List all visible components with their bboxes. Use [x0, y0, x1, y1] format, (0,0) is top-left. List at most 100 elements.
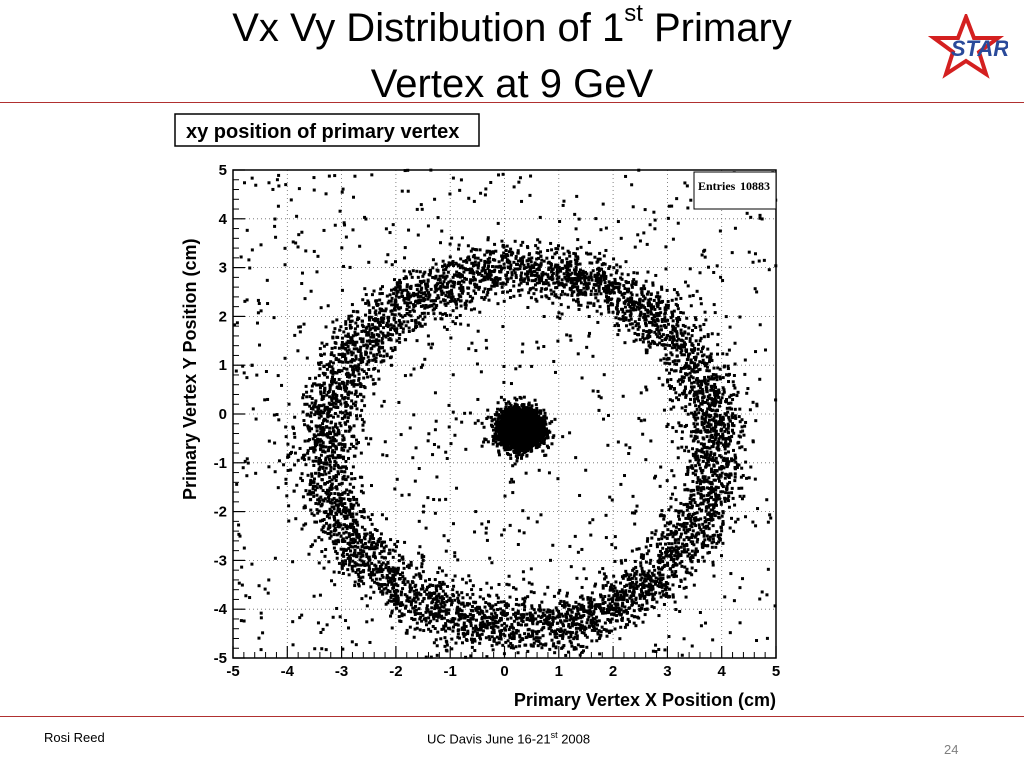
beam-spot-point — [521, 452, 525, 456]
beam-spot-point — [523, 450, 527, 454]
beam-spot-point — [508, 447, 512, 451]
star-logo-text: STAR — [951, 36, 1008, 61]
beam-spot-point — [535, 409, 539, 413]
beam-spot-point — [504, 436, 508, 440]
beam-spot-point — [493, 417, 497, 421]
ring-point — [626, 273, 630, 277]
beam-spot-point — [505, 433, 509, 437]
beam-spot-point — [514, 406, 518, 410]
beam-spot-point — [508, 402, 512, 406]
beam-spot-point — [503, 417, 507, 421]
ring-point — [354, 414, 358, 418]
beam-spot-point — [515, 398, 519, 402]
beam-spot-point — [523, 443, 527, 447]
title-rule — [0, 102, 1024, 103]
star-logo: STAR — [928, 14, 1008, 79]
ring-point — [632, 271, 636, 275]
beam-spot-point — [494, 440, 498, 444]
beam-spot-point — [495, 420, 499, 424]
beam-spot-point — [496, 434, 500, 438]
ring-point — [292, 432, 296, 436]
beam-spot-point — [539, 424, 543, 428]
beam-spot-point — [495, 411, 499, 415]
beam-spot-point — [546, 430, 550, 434]
beam-spot-point — [520, 456, 524, 460]
beam-spot-point — [509, 409, 513, 413]
beam-spot-point — [550, 420, 554, 424]
beam-spot-point — [505, 411, 509, 415]
beam-spot-point — [500, 410, 504, 414]
beam-spot-point — [539, 419, 543, 423]
beam-spot-point — [535, 436, 539, 440]
beam-spot-point — [506, 442, 510, 446]
star-shape — [928, 14, 1005, 79]
beam-spot-point — [508, 412, 512, 416]
ring-point — [627, 328, 631, 332]
ring-point — [309, 411, 313, 415]
beam-spot-point — [513, 402, 517, 406]
beam-spot-point — [512, 421, 516, 425]
beam-spot-point — [527, 402, 531, 406]
ring-point — [508, 289, 512, 293]
beam-spot-point — [543, 411, 547, 415]
beam-spot-point — [542, 423, 546, 427]
beam-spot-point — [497, 431, 501, 435]
beam-spot-point — [525, 412, 529, 416]
beam-spot-point — [542, 433, 546, 437]
beam-spot-point — [502, 410, 506, 414]
beam-spot-point — [550, 442, 554, 446]
ring-point — [676, 307, 680, 311]
ring-point — [715, 530, 719, 534]
beam-spot-point — [513, 462, 517, 466]
beam-spot-point — [517, 417, 521, 421]
ring-point — [688, 402, 692, 406]
beam-spot-point — [534, 440, 538, 444]
beam-spot-point — [513, 439, 517, 443]
beam-spot-point — [496, 442, 500, 446]
beam-spot-point — [534, 403, 538, 407]
ring-point — [371, 568, 375, 572]
beam-spot-point — [502, 437, 506, 441]
beam-spot-point — [527, 443, 531, 447]
ring-point — [330, 579, 334, 583]
beam-spot-point — [506, 439, 510, 443]
beam-spot-point — [497, 450, 501, 454]
beam-spot-point — [518, 443, 522, 447]
beam-spot-point — [539, 416, 543, 420]
ring-point — [398, 333, 402, 337]
ring-point — [508, 595, 512, 599]
ring-point — [651, 281, 655, 285]
beam-spot-point — [536, 434, 540, 438]
ring-point — [557, 296, 561, 300]
beam-spot-point — [529, 409, 533, 413]
beam-spot-point — [516, 425, 520, 429]
ring-point — [389, 288, 393, 292]
beam-spot-point — [513, 411, 517, 415]
ring-point — [695, 289, 699, 293]
plot-grid — [232, 169, 777, 659]
beam-spot-point — [515, 456, 519, 460]
beam-spot-point — [513, 451, 517, 455]
ring-point — [333, 327, 337, 331]
ring-point — [341, 571, 345, 575]
beam-spot-point — [529, 407, 533, 411]
beam-spot-point — [551, 435, 555, 439]
beam-spot-point — [543, 419, 547, 423]
beam-spot-point — [539, 441, 543, 445]
ring-point — [705, 450, 709, 454]
beam-spot-point — [500, 442, 504, 446]
beam-spot-point — [486, 408, 490, 412]
beam-spot-point — [511, 406, 515, 410]
beam-spot-point — [527, 414, 531, 418]
beam-spot-point — [506, 413, 510, 417]
beam-spot-point — [544, 430, 548, 434]
ring-point — [461, 577, 465, 581]
ring-point — [302, 419, 306, 423]
beam-spot-point — [490, 419, 494, 423]
beam-spot-point — [516, 406, 520, 410]
ring-point — [335, 556, 339, 560]
beam-spot-point — [514, 408, 518, 412]
beam-spot-point — [526, 447, 530, 451]
ring-point — [744, 420, 748, 424]
ring-point — [529, 273, 533, 277]
